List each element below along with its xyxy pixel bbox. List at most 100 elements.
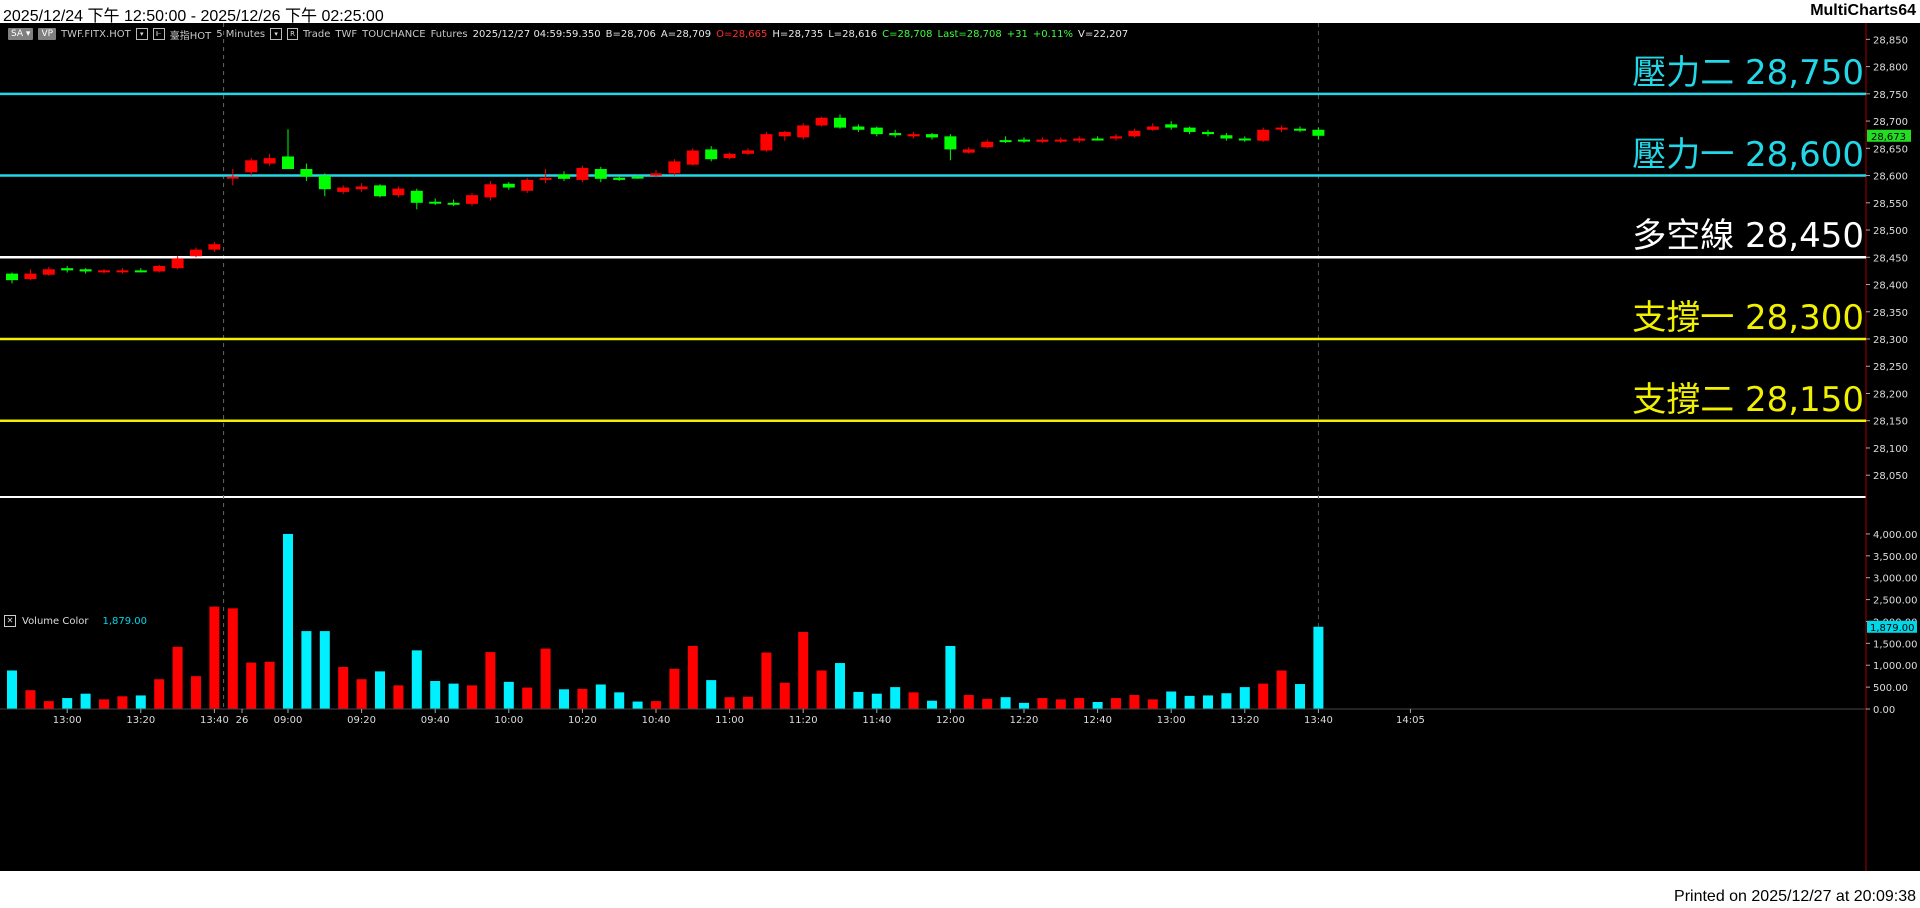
candle-body	[778, 131, 791, 137]
candle-body	[521, 179, 534, 191]
price-tick-label: 28,600	[1873, 172, 1908, 183]
candle-body	[1238, 138, 1251, 141]
volume-tick-label: 0.00	[1873, 705, 1895, 716]
time-tick-label: 13:00	[1157, 715, 1186, 726]
time-tick-label: 26	[236, 715, 249, 726]
volume-bar	[761, 652, 772, 709]
interval-dropdown-icon[interactable]: ▾	[270, 28, 283, 40]
volume-bar	[301, 631, 312, 709]
candle-body	[226, 176, 239, 179]
sa-button[interactable]: SA ▾	[8, 28, 34, 40]
volume-bar	[706, 680, 717, 709]
time-tick-label: 09:40	[421, 715, 450, 726]
chart-area[interactable]: 28,850 28,800 28,750 28,700 28,650 28,600 28,5…	[0, 23, 1920, 871]
volume-bar	[172, 646, 183, 709]
volume-bar	[1147, 699, 1158, 709]
level-label: 支撐一 28,300	[1632, 298, 1864, 338]
volume-bar	[540, 648, 551, 709]
candle-body	[1312, 129, 1325, 136]
volume-bar	[80, 693, 91, 709]
price-tick-label: 28,450	[1873, 253, 1908, 264]
candle-body	[870, 127, 883, 135]
candle-body	[907, 134, 920, 137]
instrument-icon[interactable]: ⊩	[152, 28, 165, 40]
volume-bar	[1129, 694, 1140, 709]
time-tick-label: 13:00	[53, 715, 82, 726]
volume-bar	[503, 681, 514, 709]
volume-bar	[1055, 699, 1066, 709]
volume-bar	[1092, 701, 1103, 709]
time-tick-label: 13:20	[1230, 715, 1259, 726]
candle-body	[318, 175, 331, 190]
price-tick-label: 28,850	[1873, 35, 1908, 46]
volume-tick-label: 3,500.00	[1873, 552, 1918, 563]
chart-canvas[interactable]: 28,850 28,800 28,750 28,700 28,650 28,600 28,5…	[0, 23, 1920, 871]
candle-body	[1091, 138, 1104, 141]
price-tick-label: 28,200	[1873, 389, 1908, 400]
candle-body	[1220, 135, 1233, 139]
volume-bar	[356, 679, 367, 709]
price-tick-label: 28,700	[1873, 117, 1908, 128]
time-tick-label: 12:00	[936, 715, 965, 726]
price-tick-label: 28,050	[1873, 471, 1908, 482]
volume-bar	[393, 685, 404, 709]
symbol-dropdown-icon[interactable]: ▾	[135, 28, 148, 40]
time-tick-label: 13:20	[126, 715, 155, 726]
symbol-label: TWF.FITX.HOT	[61, 28, 131, 40]
last-volume-marker	[1867, 620, 1917, 633]
candle-body	[1146, 126, 1159, 130]
quote-bid: B=28,706	[605, 28, 656, 40]
close-indicator-icon[interactable]: ✕	[4, 615, 16, 627]
volume-bar	[651, 701, 661, 709]
volume-bar	[375, 671, 385, 709]
vp-button[interactable]: VP	[38, 28, 57, 40]
volume-legend: ✕ Volume Color 1,879.00	[4, 615, 147, 627]
volume-bar	[191, 676, 201, 709]
candle-body	[723, 153, 736, 159]
candle-body	[466, 195, 478, 204]
volume-bar	[522, 687, 533, 709]
volume-tick-label: 3,000.00	[1873, 574, 1918, 585]
candle-body	[171, 258, 184, 269]
quote-last: Last=28,708	[937, 28, 1002, 40]
candle-body	[502, 183, 515, 188]
candle-body	[1073, 138, 1086, 141]
candle-body	[1110, 136, 1122, 139]
price-tick-label: 28,400	[1873, 281, 1908, 292]
volume-bar	[246, 662, 257, 709]
candle-body	[1036, 139, 1049, 142]
mode-button[interactable]: R	[287, 28, 298, 40]
title-bar: 2025/12/24 下午 12:50:00 - 2025/12/26 下午 0…	[0, 0, 1920, 25]
candle-body	[1018, 139, 1030, 142]
volume-bar	[743, 696, 753, 709]
candle-body	[650, 173, 662, 176]
level-label: 支撐二 28,150	[1632, 379, 1864, 420]
volume-bar	[982, 698, 993, 709]
time-tick-label: 09:20	[347, 715, 376, 726]
chart-toolbar: SA ▾ VP TWF.FITX.HOT ▾ ⊩ 臺指HOT 5 Minutes…	[8, 26, 1128, 42]
quote-volume: V=22,207	[1078, 28, 1129, 40]
level-label: 多空線 28,450	[1632, 216, 1864, 257]
time-tick-label: 10:20	[568, 715, 597, 726]
volume-bar	[927, 700, 937, 709]
time-tick-label: 12:40	[1083, 715, 1112, 726]
volume-bar	[595, 684, 606, 709]
candle-body	[153, 265, 166, 272]
candle-body	[6, 273, 18, 281]
candle-body	[245, 160, 258, 173]
candle-body	[61, 268, 74, 271]
volume-tick-label: 1,500.00	[1873, 639, 1918, 650]
volume-bar	[209, 606, 220, 709]
volume-bar	[577, 688, 588, 709]
candle-body	[631, 176, 644, 179]
volume-bar	[7, 670, 17, 709]
volume-bar	[117, 696, 128, 709]
candle-body	[797, 125, 810, 138]
footer: Printed on 2025/12/27 at 20:09:38	[0, 871, 1920, 908]
volume-bar	[1111, 698, 1121, 709]
time-tick-label: 10:40	[642, 715, 671, 726]
volume-tick-label: 2,500.00	[1873, 596, 1918, 607]
volume-bar	[1258, 683, 1269, 709]
price-tick-label: 28,300	[1873, 335, 1908, 346]
volume-bar	[779, 682, 790, 709]
